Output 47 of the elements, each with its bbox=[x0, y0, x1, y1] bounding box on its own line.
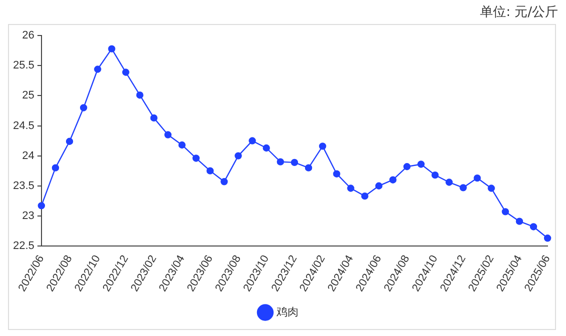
point bbox=[94, 66, 102, 73]
y-tick-label: 24 bbox=[22, 150, 34, 162]
point bbox=[38, 202, 46, 210]
point bbox=[474, 174, 481, 182]
point bbox=[136, 92, 144, 99]
point bbox=[262, 144, 270, 152]
point bbox=[66, 138, 74, 145]
point bbox=[389, 176, 397, 184]
y-tick-label: 22.5 bbox=[12, 240, 34, 252]
point bbox=[347, 184, 354, 192]
point bbox=[290, 158, 298, 166]
point bbox=[319, 142, 326, 150]
point bbox=[530, 223, 538, 230]
y-tick-label: 23.5 bbox=[12, 180, 34, 192]
text: 单位: 元/公斤 bbox=[480, 4, 558, 21]
point bbox=[108, 45, 116, 52]
point bbox=[220, 178, 228, 186]
y-tick-label: 23 bbox=[22, 210, 34, 222]
y-tick-label: 24.5 bbox=[12, 120, 34, 132]
point bbox=[403, 163, 411, 170]
point bbox=[417, 160, 425, 168]
point bbox=[446, 178, 453, 186]
point bbox=[276, 158, 284, 166]
point bbox=[206, 167, 214, 174]
y-tick-label: 25.5 bbox=[12, 60, 34, 72]
point bbox=[234, 152, 242, 160]
point bbox=[516, 218, 524, 225]
point bbox=[544, 234, 552, 242]
point bbox=[431, 171, 439, 179]
y-tick-label: 26 bbox=[22, 30, 34, 42]
legend-label: 鸡肉 bbox=[275, 306, 298, 319]
point bbox=[192, 154, 200, 162]
point bbox=[178, 141, 186, 149]
point bbox=[304, 164, 312, 172]
point bbox=[164, 131, 172, 138]
point bbox=[460, 184, 467, 192]
point bbox=[375, 182, 382, 190]
point bbox=[52, 164, 60, 172]
y-tick-label: 25 bbox=[22, 90, 34, 102]
point bbox=[80, 104, 88, 112]
point bbox=[333, 170, 340, 178]
point bbox=[488, 184, 495, 192]
point bbox=[502, 208, 509, 216]
point bbox=[122, 68, 130, 76]
point bbox=[248, 137, 256, 144]
point bbox=[150, 114, 158, 122]
point bbox=[361, 192, 368, 200]
